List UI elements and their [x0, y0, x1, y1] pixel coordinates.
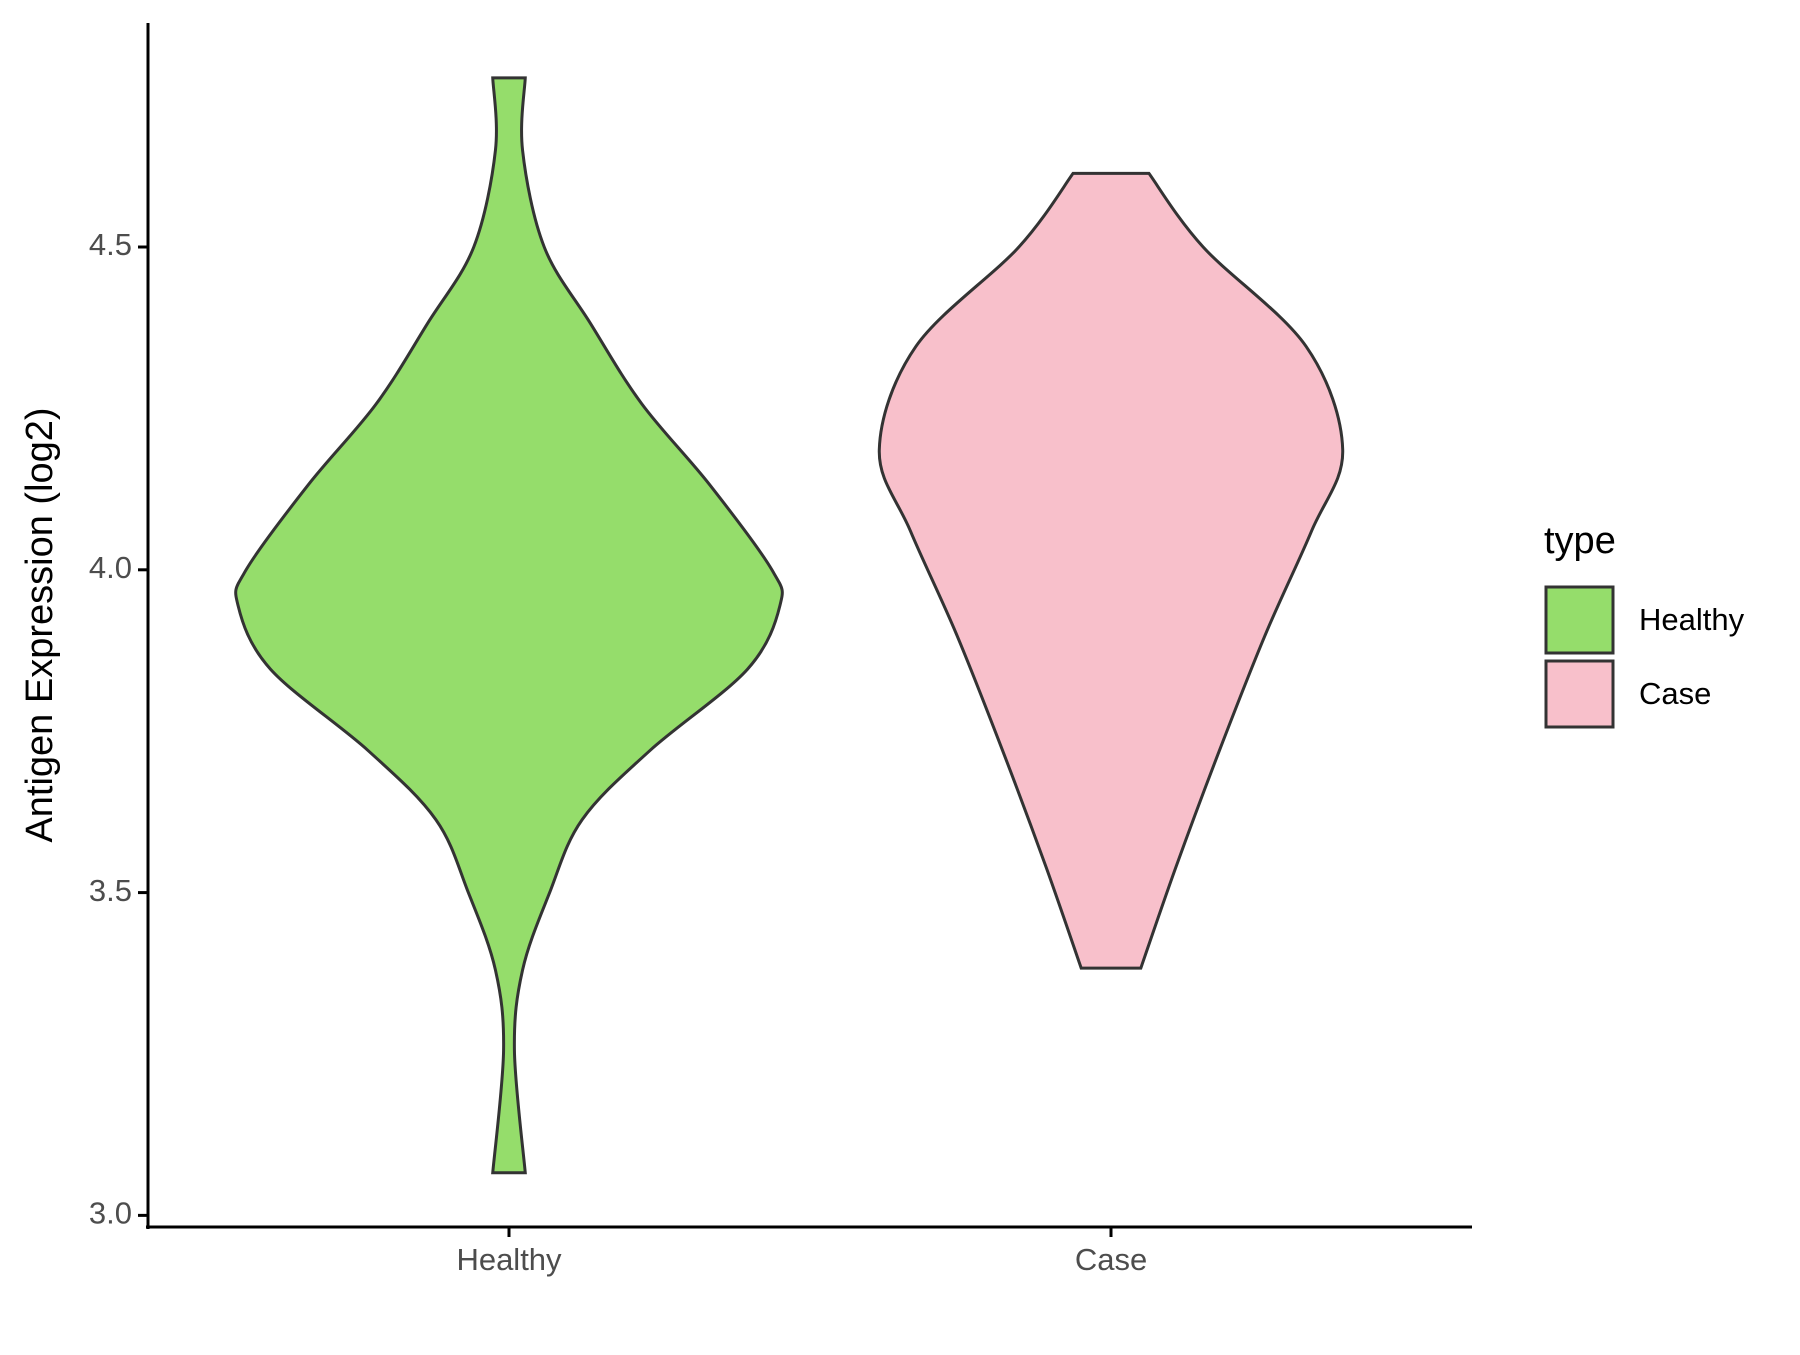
y-tick-label: 4.5 [89, 227, 132, 262]
legend-key [1544, 585, 1615, 655]
x-tick-label: Healthy [456, 1242, 562, 1277]
y-tick-label: 4.0 [89, 550, 132, 585]
legend-key [1544, 659, 1615, 729]
legend-title: type [1544, 520, 1616, 562]
y-tick-label: 3.0 [89, 1196, 132, 1231]
y-tick-label: 3.5 [89, 873, 132, 908]
x-tick-label: Case [1075, 1242, 1147, 1277]
legend-label: Case [1639, 676, 1711, 711]
violin [877, 171, 1345, 970]
legend-label: Healthy [1639, 602, 1745, 637]
violin [234, 76, 784, 1175]
y-axis-title: Antigen Expression (log2) [19, 407, 61, 842]
